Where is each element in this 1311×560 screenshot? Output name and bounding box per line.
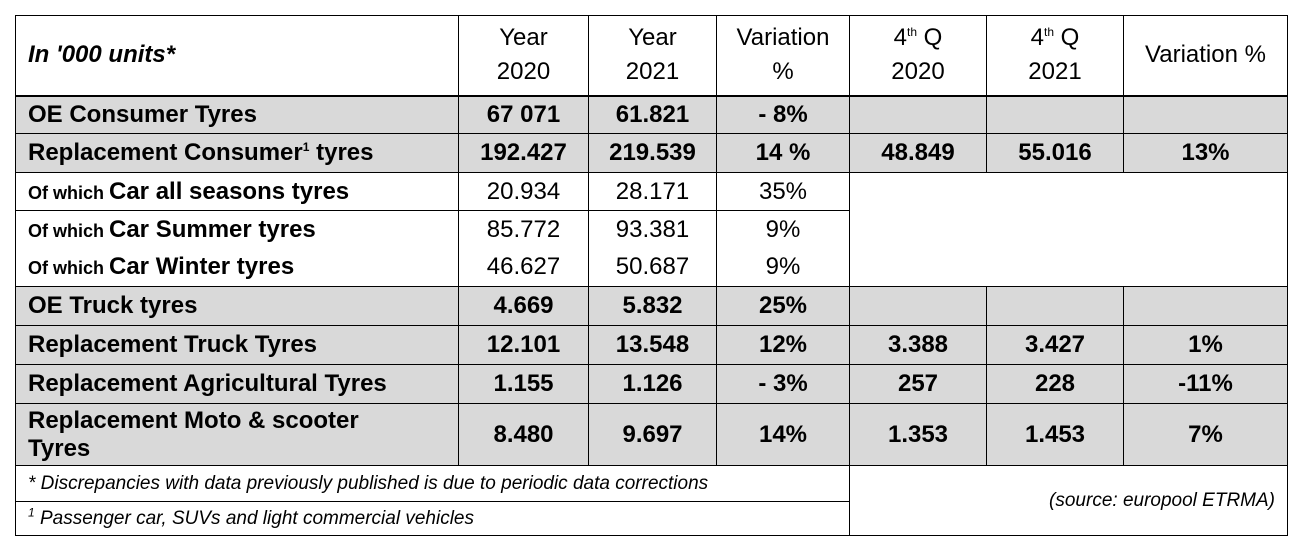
cell-q4-2020: 3.388: [849, 325, 987, 365]
header-row: In '000 units* Year 2020 Year 2021 Varia…: [15, 15, 1288, 97]
row-label: Of which Car all seasons tyres: [15, 172, 459, 211]
cell-q4-2020: 1.353: [849, 403, 987, 466]
tyre-statistics-table: In '000 units* Year 2020 Year 2021 Varia…: [15, 15, 1288, 536]
cell-q4-2020: [849, 286, 987, 326]
row-label: OE Consumer Tyres: [15, 95, 459, 134]
table-row-oe-consumer: OE Consumer Tyres 67 071 61.821 - 8%: [15, 95, 1288, 134]
col-header-q4-2020-line1: 4th Q: [893, 24, 943, 52]
row-label: OE Truck tyres: [15, 286, 459, 326]
table-row-oe-truck: OE Truck tyres 4.669 5.832 25%: [15, 286, 1288, 326]
table-row-replacement-truck: Replacement Truck Tyres 12.101 13.548 12…: [15, 325, 1288, 365]
col-header-year-2020-line2: 2020: [496, 58, 551, 86]
col-header-variation-q4: Variation %: [1123, 15, 1288, 97]
row-label: Replacement Truck Tyres: [15, 325, 459, 365]
cell-year-2020: 67 071: [458, 95, 589, 134]
table-row-all-seasons: Of which Car all seasons tyres 20.934 28…: [15, 172, 1288, 287]
cell-q4-2021: 1.453: [986, 403, 1124, 466]
note-row-discrepancies: * Discrepancies with data previously pub…: [15, 465, 1288, 536]
cell-q4-2021: 3.427: [986, 325, 1124, 365]
cell-variation: 14%: [716, 403, 850, 466]
cell-q4-2020: 257: [849, 364, 987, 404]
table-row-replacement-moto: Replacement Moto & scooter Tyres 8.480 9…: [15, 403, 1288, 466]
col-header-year-2020-line1: Year: [499, 24, 548, 52]
cell-q4-2021: 228: [986, 364, 1124, 404]
cell-year-2020: 4.669: [458, 286, 589, 326]
cell-year-2020: 8.480: [458, 403, 589, 466]
cell-variation-q4: 1%: [1123, 325, 1288, 365]
cell-year-2021: 219.539: [588, 133, 717, 173]
cell-variation: - 3%: [716, 364, 850, 404]
cell-year-2020: 46.627: [458, 248, 589, 287]
col-header-variation-line1: Variation: [736, 24, 830, 52]
col-header-q4-2021-line2: 2021: [1028, 58, 1082, 86]
cell-year-2021: 1.126: [588, 364, 717, 404]
cell-year-2021: 13.548: [588, 325, 717, 365]
cell-variation-q4: 13%: [1123, 133, 1288, 173]
cell-year-2020: 1.155: [458, 364, 589, 404]
col-header-year-2021: Year 2021: [588, 15, 717, 97]
cell-variation: - 8%: [716, 95, 850, 134]
col-header-year-2021-line2: 2021: [625, 58, 680, 86]
cell-year-2020: 85.772: [458, 210, 589, 249]
cell-year-2020: 20.934: [458, 172, 589, 211]
cell-variation: 12%: [716, 325, 850, 365]
cell-q4-2021: [986, 286, 1124, 326]
cell-variation: 9%: [716, 248, 850, 287]
col-header-q4-2021-line1: 4th Q: [1030, 24, 1080, 52]
cell-variation-q4: -11%: [1123, 364, 1288, 404]
table-row-summer: Of which Car Summer tyres 85.772 93.381 …: [15, 210, 1288, 249]
cell-variation: 25%: [716, 286, 850, 326]
col-header-variation: Variation %: [716, 15, 850, 97]
table-row-replacement-agricultural: Replacement Agricultural Tyres 1.155 1.1…: [15, 364, 1288, 404]
cell-year-2021: 50.687: [588, 248, 717, 287]
empty-quarter-block: [849, 172, 1288, 287]
row-label: Replacement Agricultural Tyres: [15, 364, 459, 404]
cell-q4-2020: 48.849: [849, 133, 987, 173]
cell-q4-2021: 55.016: [986, 133, 1124, 173]
cell-variation: 9%: [716, 210, 850, 249]
row-label: Replacement Consumer1 tyres: [15, 133, 459, 173]
unit-label: In '000 units*: [15, 15, 459, 97]
col-header-q4-2020-line2: 2020: [891, 58, 945, 86]
footnote: 1 Passenger car, SUVs and light commerci…: [15, 501, 850, 536]
cell-year-2021: 61.821: [588, 95, 717, 134]
discrepancies-note: * Discrepancies with data previously pub…: [15, 465, 850, 502]
cell-year-2021: 28.171: [588, 172, 717, 211]
cell-variation: 14 %: [716, 133, 850, 173]
row-label: Replacement Moto & scooter Tyres: [15, 403, 459, 466]
cell-year-2021: 5.832: [588, 286, 717, 326]
col-header-year-2020: Year 2020: [458, 15, 589, 97]
row-label: Of which Car Winter tyres: [15, 248, 459, 287]
cell-year-2020: 192.427: [458, 133, 589, 173]
row-label-line1: Replacement Moto & scooter: [28, 406, 359, 434]
tyre-statistics-table-container: In '000 units* Year 2020 Year 2021 Varia…: [15, 15, 1288, 536]
row-label: Of which Car Summer tyres: [15, 210, 459, 249]
row-label-line2: Tyres: [28, 434, 91, 462]
table-row-replacement-consumer: Replacement Consumer1 tyres 192.427 219.…: [15, 133, 1288, 173]
cell-year-2020: 12.101: [458, 325, 589, 365]
cell-variation-q4: [1123, 95, 1288, 134]
cell-q4-2020: [849, 95, 987, 134]
cell-year-2021: 9.697: [588, 403, 717, 466]
cell-variation-q4: 7%: [1123, 403, 1288, 466]
col-header-variation-line2: %: [772, 58, 794, 86]
col-header-year-2021-line1: Year: [628, 24, 677, 52]
cell-q4-2021: [986, 95, 1124, 134]
col-header-q4-2021: 4th Q 2021: [986, 15, 1124, 97]
cell-variation-q4: [1123, 286, 1288, 326]
cell-year-2021: 93.381: [588, 210, 717, 249]
col-header-q4-2020: 4th Q 2020: [849, 15, 987, 97]
source-note: (source: europool ETRMA): [849, 465, 1288, 536]
cell-variation: 35%: [716, 172, 850, 211]
note-row-footnote: 1 Passenger car, SUVs and light commerci…: [15, 501, 1288, 536]
